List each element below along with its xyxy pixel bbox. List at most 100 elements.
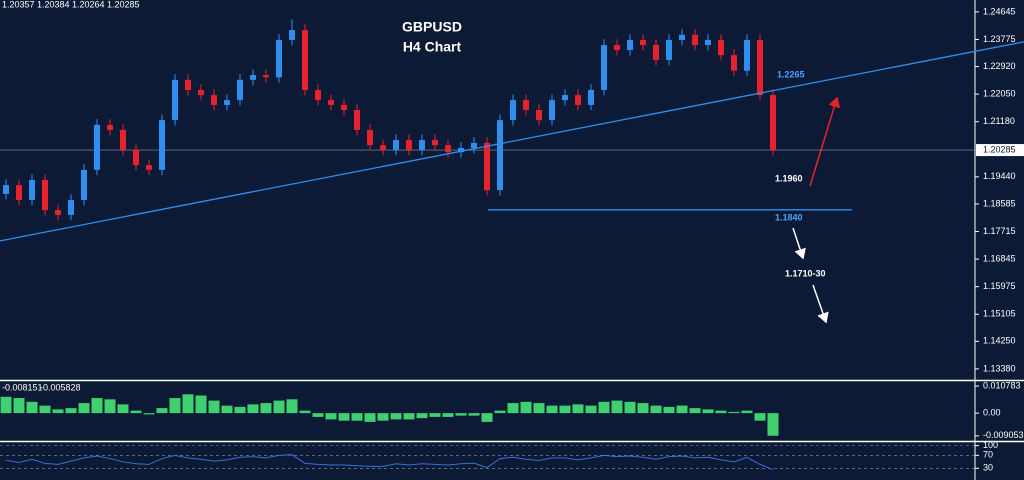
histogram-bar [403,413,415,420]
chart-subtitle: H4 Chart [403,39,462,55]
indicator-line [5,454,774,471]
candle-body [510,100,516,121]
histogram-bar [182,394,194,414]
candle-body [159,120,165,170]
candle-body [315,90,321,101]
y-tick-label: 1.15975 [983,281,1016,291]
histogram-bar [143,413,155,415]
annotation: 1.2265 [777,69,805,79]
candle-body [328,100,334,105]
histogram-bar [338,413,350,421]
candle-body [471,142,477,149]
histogram-bar [663,406,675,414]
candle-body [211,95,217,105]
histogram-bar [611,400,623,414]
histogram-bar [429,413,441,417]
histogram-bar [91,398,103,414]
candle-body [68,199,74,215]
histogram-bar [221,405,233,414]
candle-body [406,140,412,150]
histogram-bar [104,399,116,414]
histogram-bar [273,400,285,414]
candle-body [250,75,256,80]
candle-body [198,90,204,96]
ohlc-info: 1.20384 [37,0,70,9]
histogram-bar [26,401,38,414]
histogram-bar [0,396,12,414]
ohlc-info: 1.20264 [72,0,105,9]
histogram-bar [520,401,532,414]
histogram-bar [546,405,558,414]
candle-body [718,39,724,56]
histogram-bar [442,413,454,417]
histogram-bar [234,406,246,414]
histogram-bar [624,401,636,414]
y-tick-label: 1.24645 [983,6,1016,16]
candle-body [354,109,360,130]
y-tick-label: 100 [983,440,998,450]
candle-body [432,140,438,146]
candle-body [536,109,542,121]
histogram-bar [52,409,64,414]
y-tick-label: 1.15105 [983,309,1016,319]
histogram-bar [754,413,766,421]
candle-body [523,100,529,110]
candle-body [3,185,9,194]
price-label-box [976,144,1024,157]
histogram-bar [351,413,363,421]
histogram-bar [481,413,493,422]
arrow [812,284,829,324]
candle-body [341,104,347,110]
annotation: 1.1840 [775,212,803,222]
histogram-bar [39,405,51,414]
indicator-value: -0.008151 [2,382,43,392]
histogram-bar [247,404,259,414]
histogram-bar [689,408,701,414]
candle-body [120,129,126,150]
candle-body [562,95,568,101]
candle-body [172,79,178,121]
candle-body [367,129,373,146]
histogram-bar [390,413,402,420]
candle-body [549,100,555,121]
arrow [809,96,841,187]
histogram-bar [286,399,298,414]
y-tick-label: 0.00 [983,408,1001,418]
y-tick-label: 1.16845 [983,253,1016,263]
chart-title: GBPUSD [402,19,462,35]
y-tick-label: 0.010783 [983,380,1021,390]
ohlc-info: 1.20285 [107,0,140,9]
candle-body [237,79,243,101]
candle-body [419,140,425,150]
candle-body [185,79,191,91]
histogram-bar [65,408,77,414]
histogram-bar [533,403,545,414]
candle-body [224,100,230,105]
candle-body [263,75,269,78]
candle-body [29,180,35,200]
histogram-bar [78,403,90,414]
candle-body [614,45,620,51]
histogram-bar [559,405,571,414]
histogram-bar [169,398,181,414]
histogram-bar [637,403,649,414]
candle-body [744,39,750,71]
histogram-bar [598,401,610,414]
candle-body [757,39,763,96]
candle-body [705,39,711,46]
current-price-label: 1.20285 [983,144,1016,154]
histogram-bar [468,413,480,416]
histogram-bar [260,403,272,414]
histogram-bar [117,404,129,414]
candle-body [55,210,61,215]
y-tick-label: 70 [983,450,993,460]
candle-body [575,95,581,105]
candle-body [81,169,87,200]
candle-body [146,165,152,170]
histogram-bar [364,413,376,422]
candle-body [640,39,646,46]
candle-body [679,34,685,40]
candle-body [653,45,659,60]
candle-body [731,55,737,71]
